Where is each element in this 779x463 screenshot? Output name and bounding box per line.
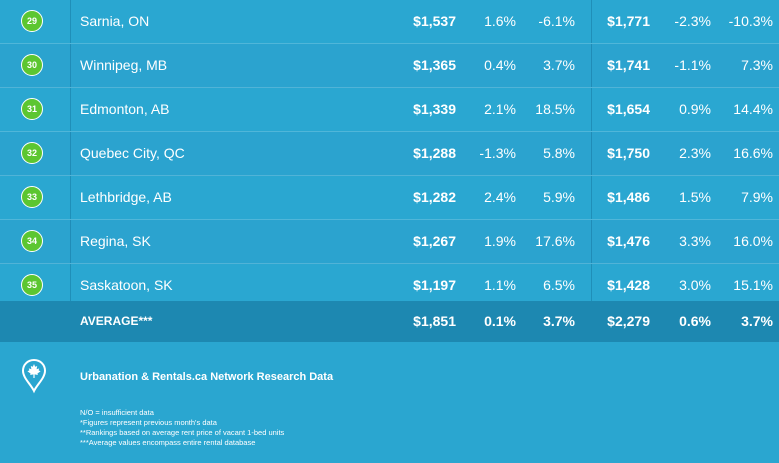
table-row: 34 Regina, SK $1,267 1.9% 17.6% $1,476 3… [0, 220, 779, 264]
one-bed-rent: $1,365 [413, 57, 456, 73]
two-bed-rent: $1,654 [607, 101, 650, 117]
one-bed-rent: $1,339 [413, 101, 456, 117]
one-bed-monthly-change: -1.3% [479, 145, 516, 161]
two-bed-rent: $1,750 [607, 145, 650, 161]
footnotes: N/O = insufficient data *Figures represe… [80, 408, 284, 448]
rank-cell: 30 [0, 44, 71, 87]
rank-badge: 34 [21, 230, 43, 252]
footnote: *Figures represent previous month's data [80, 418, 217, 427]
city-name: Winnipeg, MB [80, 57, 168, 73]
two-bed-monthly-change: 2.3% [679, 145, 711, 161]
rank-cell: 35 [0, 264, 71, 307]
table-row: 33 Lethbridge, AB $1,282 2.4% 5.9% $1,48… [0, 176, 779, 220]
one-bed-monthly-change: 1.1% [484, 277, 516, 293]
two-bed-annual-change: -10.3% [728, 13, 773, 29]
one-bed-annual-change: -6.1% [538, 13, 575, 29]
column-divider [591, 0, 592, 43]
city-name: Lethbridge, AB [80, 189, 172, 205]
city-name: Saskatoon, SK [80, 277, 173, 293]
source-credit: Urbanation & Rentals.ca Network Research… [80, 371, 334, 383]
city-name: Edmonton, AB [80, 101, 170, 117]
footer: Urbanation & Rentals.ca Network Research… [0, 342, 779, 463]
column-divider [591, 88, 592, 131]
two-bed-rent: $1,486 [607, 189, 650, 205]
footnote: **Rankings based on average rent price o… [80, 428, 285, 437]
rank-badge: 31 [21, 98, 43, 120]
rank-badge: 33 [21, 186, 43, 208]
one-bed-annual-change: 18.5% [535, 101, 575, 117]
two-bed-monthly-change: 0.9% [679, 101, 711, 117]
average-one-bed-monthly-change: 0.1% [484, 313, 516, 329]
column-divider [591, 220, 592, 263]
one-bed-annual-change: 17.6% [535, 233, 575, 249]
two-bed-rent: $1,476 [607, 233, 650, 249]
rank-badge: 35 [21, 274, 43, 296]
one-bed-annual-change: 6.5% [543, 277, 575, 293]
rank-cell: 33 [0, 176, 71, 219]
average-one-bed-rent: $1,851 [413, 313, 456, 329]
two-bed-annual-change: 14.4% [733, 101, 773, 117]
two-bed-rent: $1,741 [607, 57, 650, 73]
two-bed-monthly-change: -1.1% [674, 57, 711, 73]
table-row: 35 Saskatoon, SK $1,197 1.1% 6.5% $1,428… [0, 264, 779, 308]
average-label: AVERAGE*** [80, 314, 153, 328]
rank-cell: 29 [0, 0, 71, 43]
table-row: 30 Winnipeg, MB $1,365 0.4% 3.7% $1,741 … [0, 44, 779, 88]
column-divider [591, 264, 592, 307]
footnote: N/O = insufficient data [80, 408, 154, 417]
two-bed-rent: $1,428 [607, 277, 650, 293]
two-bed-annual-change: 16.0% [733, 233, 773, 249]
two-bed-annual-change: 7.3% [741, 57, 773, 73]
table-row: 29 Sarnia, ON $1,537 1.6% -6.1% $1,771 -… [0, 0, 779, 44]
rank-cell: 32 [0, 132, 71, 175]
average-two-bed-monthly-change: 0.6% [679, 313, 711, 329]
two-bed-annual-change: 15.1% [733, 277, 773, 293]
column-divider [591, 132, 592, 175]
column-divider [591, 44, 592, 87]
column-divider [591, 176, 592, 219]
one-bed-rent: $1,197 [413, 277, 456, 293]
rank-cell: 31 [0, 88, 71, 131]
one-bed-monthly-change: 2.4% [484, 189, 516, 205]
two-bed-rent: $1,771 [607, 13, 650, 29]
one-bed-monthly-change: 1.9% [484, 233, 516, 249]
average-one-bed-annual-change: 3.7% [543, 313, 575, 329]
one-bed-rent: $1,288 [413, 145, 456, 161]
one-bed-monthly-change: 2.1% [484, 101, 516, 117]
rank-cell: 34 [0, 220, 71, 263]
average-row: AVERAGE*** $1,851 0.1% 3.7% $2,279 0.6% … [0, 301, 779, 342]
two-bed-monthly-change: -2.3% [674, 13, 711, 29]
one-bed-monthly-change: 0.4% [484, 57, 516, 73]
two-bed-monthly-change: 1.5% [679, 189, 711, 205]
maple-leaf-pin-icon [21, 358, 47, 394]
rank-badge: 30 [21, 54, 43, 76]
rankings-table: 29 Sarnia, ON $1,537 1.6% -6.1% $1,771 -… [0, 0, 779, 308]
one-bed-rent: $1,537 [413, 13, 456, 29]
two-bed-annual-change: 16.6% [733, 145, 773, 161]
city-name: Regina, SK [80, 233, 151, 249]
one-bed-annual-change: 5.9% [543, 189, 575, 205]
one-bed-rent: $1,282 [413, 189, 456, 205]
two-bed-monthly-change: 3.0% [679, 277, 711, 293]
one-bed-annual-change: 5.8% [543, 145, 575, 161]
one-bed-annual-change: 3.7% [543, 57, 575, 73]
table-row: 31 Edmonton, AB $1,339 2.1% 18.5% $1,654… [0, 88, 779, 132]
rank-badge: 29 [21, 10, 43, 32]
city-name: Quebec City, QC [80, 145, 185, 161]
average-two-bed-rent: $2,279 [607, 313, 650, 329]
two-bed-annual-change: 7.9% [741, 189, 773, 205]
average-two-bed-annual-change: 3.7% [741, 313, 773, 329]
footnote: ***Average values encompass entire renta… [80, 438, 256, 447]
one-bed-rent: $1,267 [413, 233, 456, 249]
rank-badge: 32 [21, 142, 43, 164]
city-name: Sarnia, ON [80, 13, 150, 29]
one-bed-monthly-change: 1.6% [484, 13, 516, 29]
table-row: 32 Quebec City, QC $1,288 -1.3% 5.8% $1,… [0, 132, 779, 176]
two-bed-monthly-change: 3.3% [679, 233, 711, 249]
